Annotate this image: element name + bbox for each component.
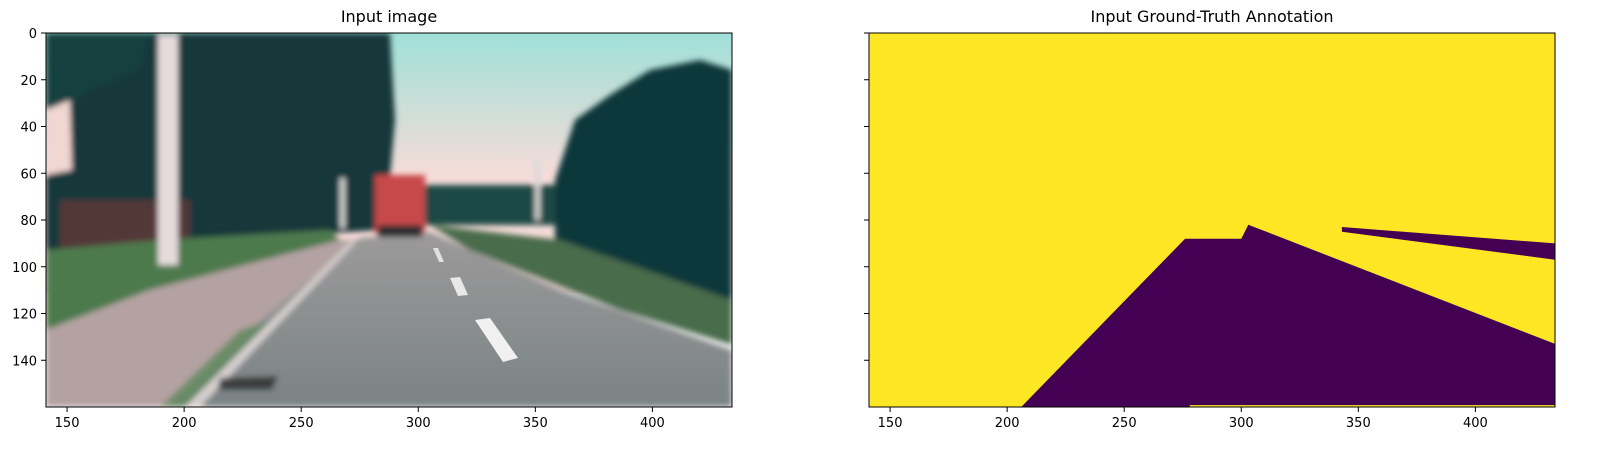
y-tick-label: 80 — [20, 214, 37, 229]
annotation-panel: Input Ground-Truth Annotation 150 200 250 3… — [864, 7, 1556, 431]
y-tick-label: 40 — [20, 121, 37, 136]
y-tick-label: 60 — [20, 167, 37, 182]
y-tick-label: 20 — [20, 74, 37, 89]
x-tick-label: 350 — [523, 416, 548, 431]
axis-ticks: 150 200 250 300 350 400 — [864, 32, 1488, 431]
road-shadow — [218, 376, 278, 390]
x-tick-label: 400 — [640, 416, 665, 431]
x-tick-label: 250 — [289, 416, 314, 431]
sky-gap — [46, 100, 72, 175]
x-tick-label: 250 — [1112, 416, 1137, 431]
x-tick-label: 200 — [172, 416, 197, 431]
x-tick-label: 200 — [995, 416, 1020, 431]
y-tick-label: 100 — [12, 261, 37, 276]
x-tick-label: 350 — [1346, 416, 1371, 431]
distant-pole-right — [535, 160, 540, 220]
panel-title: Input image — [341, 7, 437, 26]
y-tick-label: 140 — [12, 354, 37, 369]
curb — [185, 242, 356, 407]
annotation-region-2 — [1189, 405, 1555, 407]
truck — [375, 175, 425, 233]
distant-pole — [340, 178, 345, 228]
y-tick-label: 120 — [12, 308, 37, 323]
x-tick-label: 300 — [1229, 416, 1254, 431]
x-tick-label: 150 — [55, 416, 80, 431]
lane-marks — [433, 248, 518, 362]
axis-ticks: 150 200 250 300 350 400 0 20 40 60 80 100 120 140 — [12, 27, 665, 431]
input-image — [46, 33, 732, 407]
right-grass — [430, 225, 732, 345]
left-foliage-top — [46, 33, 150, 115]
left-foliage — [46, 33, 395, 250]
annotation-regions — [1021, 224, 1555, 407]
utility-pole — [158, 35, 178, 265]
left-grass — [46, 230, 340, 330]
road — [170, 232, 732, 407]
x-tick-label: 400 — [1463, 416, 1488, 431]
roadside-grass — [160, 320, 270, 407]
y-tick-label: 0 — [29, 27, 37, 42]
sidewalk — [46, 240, 360, 407]
truck-wheels — [378, 225, 422, 237]
x-tick-label: 300 — [406, 416, 431, 431]
annotation-region-0 — [1021, 224, 1555, 407]
x-tick-label: 150 — [878, 416, 903, 431]
annotation-region-1 — [1341, 227, 1555, 260]
panel-title: Input Ground-Truth Annotation — [1090, 7, 1333, 26]
input-image-panel: Input image — [12, 7, 733, 431]
